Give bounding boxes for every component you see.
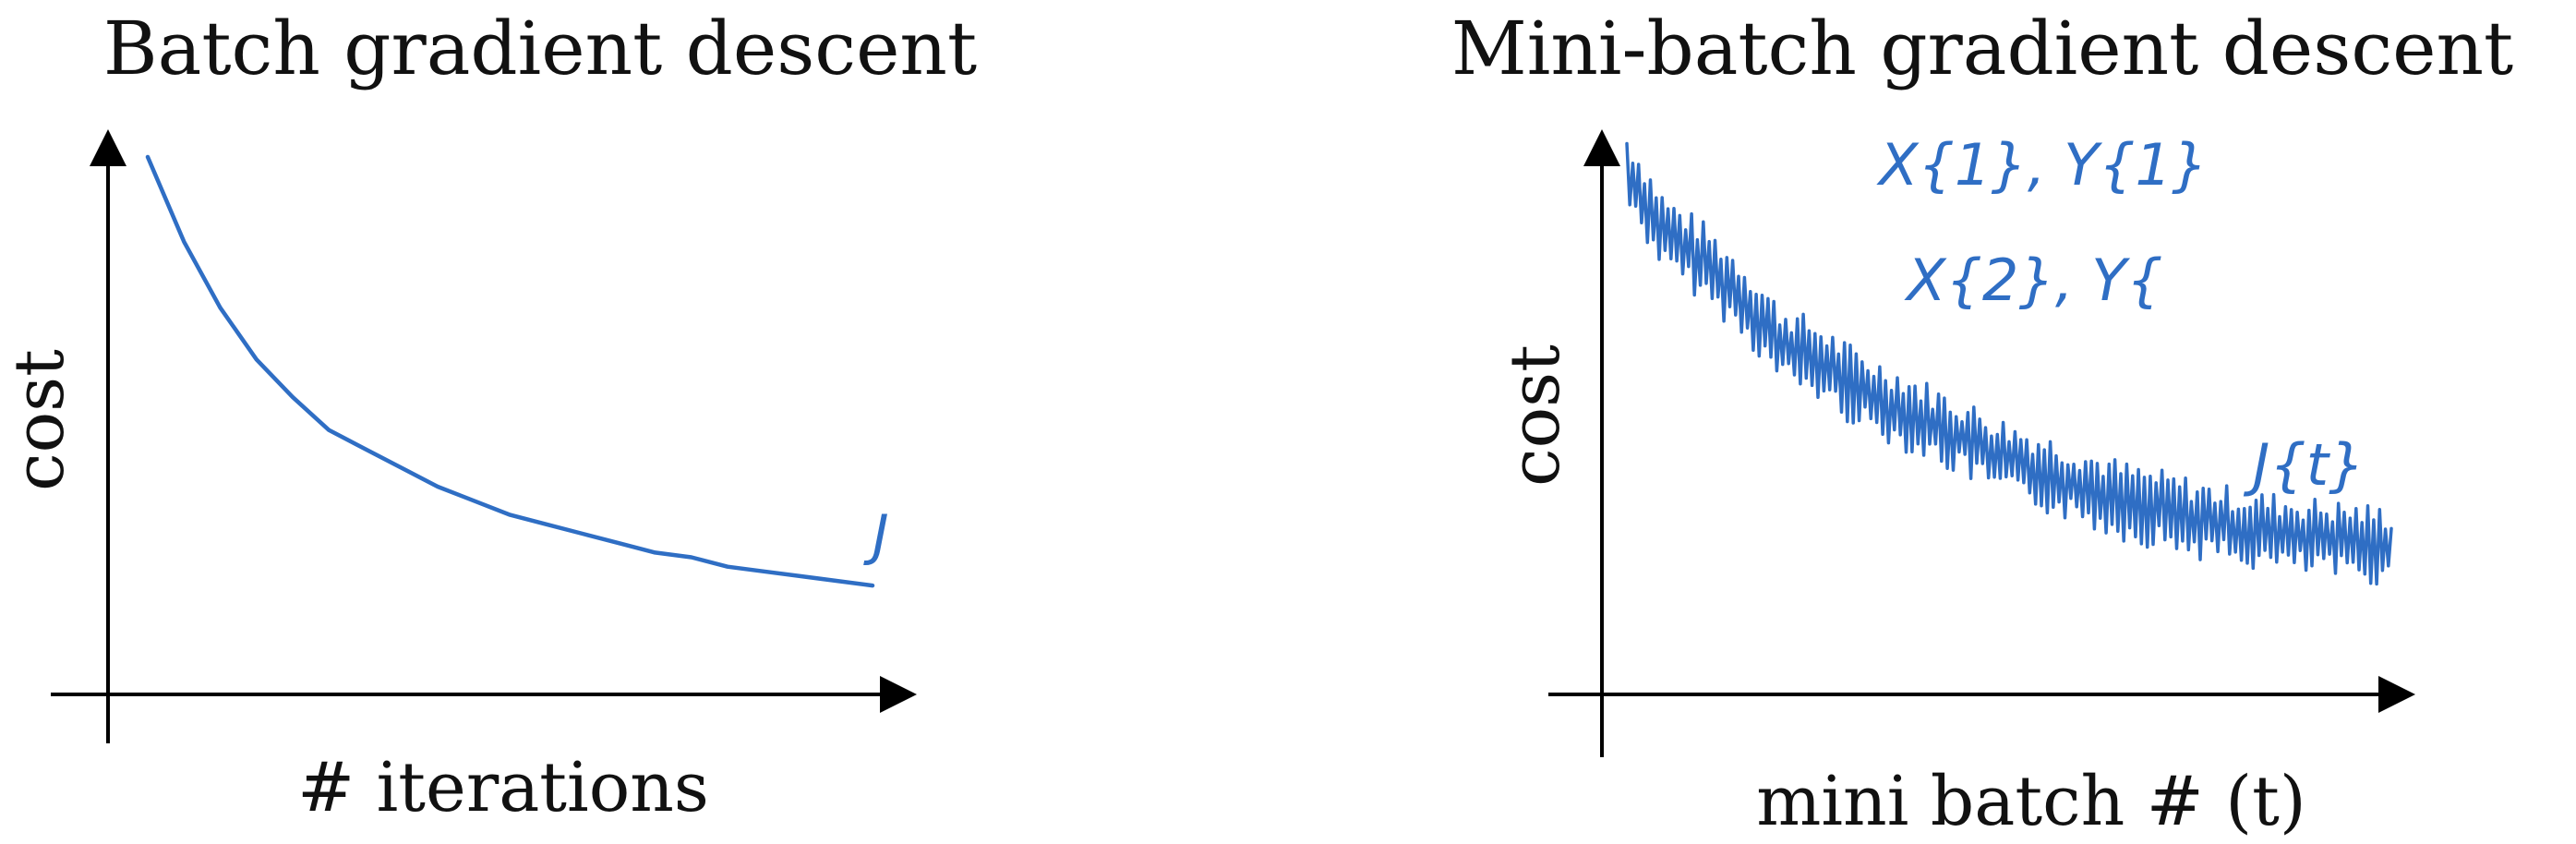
batch-cost-series-line <box>145 154 875 588</box>
minibatch-y-axis-label: cost <box>1496 344 1575 487</box>
minibatch-chart: Mini-batch gradient descent cost mini ba… <box>1451 6 2513 841</box>
minibatch-chart-title: Mini-batch gradient descent <box>1451 6 2513 91</box>
batch-annotation-j: J <box>863 503 889 568</box>
minibatch-annotation-x2y2: X{2}, Y{ <box>1904 247 2163 314</box>
minibatch-cost-series-line <box>1625 141 2393 586</box>
batch-y-axis-label: cost <box>0 349 79 491</box>
batch-chart-title: Batch gradient descent <box>103 6 977 91</box>
batch-x-axis-label: # iterations <box>297 748 709 827</box>
minibatch-annotation-jt: J{t} <box>2243 431 2365 499</box>
minibatch-x-axis-label: mini batch # (t) <box>1756 762 2306 841</box>
batch-chart: Batch gradient descent cost # iterations… <box>0 6 977 827</box>
minibatch-annotation-x1y1: X{1}, Y{1} <box>1876 131 2208 199</box>
